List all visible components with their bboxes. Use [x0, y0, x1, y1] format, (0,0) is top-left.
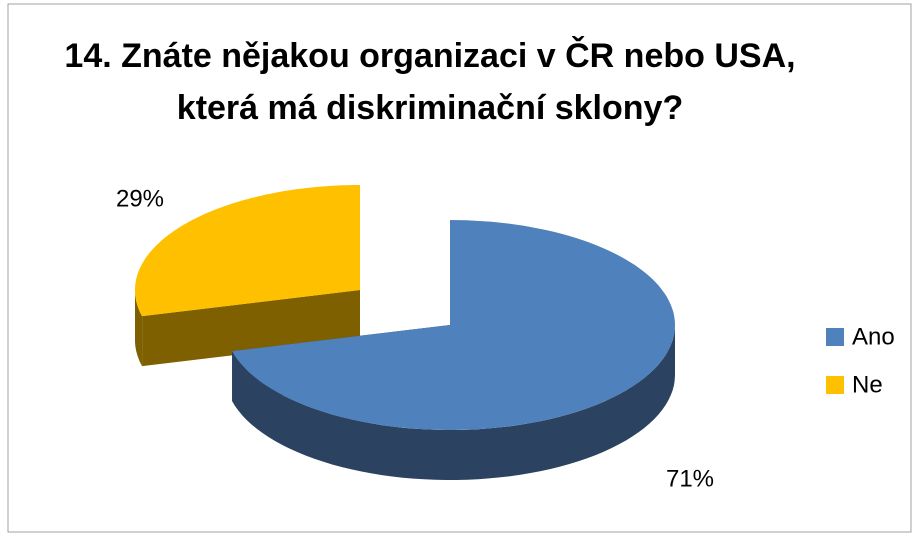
slice-face [232, 325, 675, 480]
legend-label: Ne [852, 371, 883, 398]
legend-label: Ano [852, 323, 895, 350]
legend-swatch [826, 328, 844, 346]
data-label: 29% [116, 185, 164, 212]
slice-face [135, 185, 360, 317]
slice-face [232, 220, 675, 430]
data-label: 71% [666, 465, 714, 492]
pie-slice [135, 185, 360, 367]
slice-face [135, 290, 143, 367]
pie-slice [232, 220, 675, 480]
chart-title: 14. Znáte nějakou organizaci v ČR nebo U… [64, 37, 796, 127]
legend-swatch [826, 376, 844, 394]
slice-face [142, 290, 360, 367]
